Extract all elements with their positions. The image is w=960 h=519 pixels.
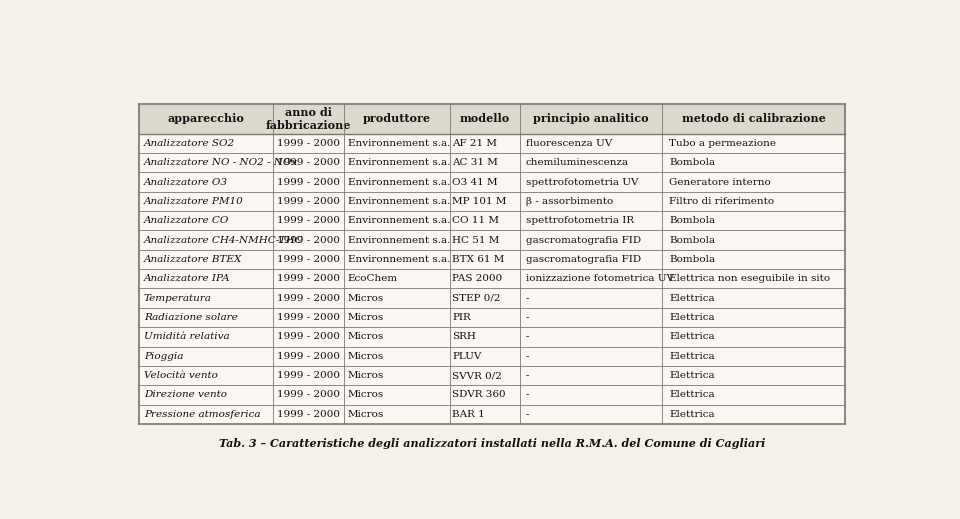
Text: PAS 2000: PAS 2000 [452, 275, 503, 283]
Text: Elettrica: Elettrica [669, 313, 714, 322]
Text: BTX 61 M: BTX 61 M [452, 255, 505, 264]
Text: gascromatografia FID: gascromatografia FID [526, 255, 641, 264]
Text: 1999 - 2000: 1999 - 2000 [276, 294, 340, 303]
Text: Micros: Micros [348, 371, 384, 380]
Text: 1999 - 2000: 1999 - 2000 [276, 275, 340, 283]
Text: spettrofotometria UV: spettrofotometria UV [526, 177, 638, 186]
Text: Micros: Micros [348, 332, 384, 342]
Text: -: - [526, 294, 529, 303]
Text: 1999 - 2000: 1999 - 2000 [276, 332, 340, 342]
Text: -: - [526, 371, 529, 380]
Text: Bombola: Bombola [669, 255, 715, 264]
Text: BAR 1: BAR 1 [452, 410, 485, 419]
Text: gascromatografia FID: gascromatografia FID [526, 236, 641, 244]
Text: β - assorbimento: β - assorbimento [526, 197, 613, 206]
Text: spettrofotometria IR: spettrofotometria IR [526, 216, 634, 225]
Text: 1999 - 2000: 1999 - 2000 [276, 139, 340, 148]
Text: -: - [526, 332, 529, 342]
Text: MP 101 M: MP 101 M [452, 197, 507, 206]
Text: Environnement s.a.: Environnement s.a. [348, 255, 450, 264]
Text: metodo di calibrazione: metodo di calibrazione [682, 114, 826, 125]
Text: 1999 - 2000: 1999 - 2000 [276, 158, 340, 167]
Text: AF 21 M: AF 21 M [452, 139, 497, 148]
Text: Environnement s.a.: Environnement s.a. [348, 139, 450, 148]
Text: Bombola: Bombola [669, 216, 715, 225]
Text: Elettrica non eseguibile in sito: Elettrica non eseguibile in sito [669, 275, 830, 283]
Text: Micros: Micros [348, 410, 384, 419]
Text: SRH: SRH [452, 332, 476, 342]
Text: Filtro di riferimento: Filtro di riferimento [669, 197, 774, 206]
Text: anno di
fabbricazione: anno di fabbricazione [266, 106, 351, 131]
Text: Tubo a permeazione: Tubo a permeazione [669, 139, 776, 148]
Text: 1999 - 2000: 1999 - 2000 [276, 177, 340, 186]
Text: Temperatura: Temperatura [144, 294, 212, 303]
Text: Pressione atmosferica: Pressione atmosferica [144, 410, 260, 419]
Text: SVVR 0/2: SVVR 0/2 [452, 371, 502, 380]
Text: Micros: Micros [348, 294, 384, 303]
Text: Environnement s.a.: Environnement s.a. [348, 216, 450, 225]
Text: Micros: Micros [348, 313, 384, 322]
Text: CO 11 M: CO 11 M [452, 216, 499, 225]
Text: chemiluminescenza: chemiluminescenza [526, 158, 629, 167]
Text: Elettrica: Elettrica [669, 371, 714, 380]
Text: Environnement s.a.: Environnement s.a. [348, 158, 450, 167]
Text: 1999 - 2000: 1999 - 2000 [276, 216, 340, 225]
Text: 1999 - 2000: 1999 - 2000 [276, 371, 340, 380]
Text: Elettrica: Elettrica [669, 410, 714, 419]
Text: Elettrica: Elettrica [669, 352, 714, 361]
Text: -: - [526, 410, 529, 419]
Text: produttore: produttore [363, 114, 431, 125]
Text: 1999 - 2000: 1999 - 2000 [276, 313, 340, 322]
Text: Generatore interno: Generatore interno [669, 177, 771, 186]
Text: PIR: PIR [452, 313, 471, 322]
Text: STEP 0/2: STEP 0/2 [452, 294, 501, 303]
Text: Pioggia: Pioggia [144, 352, 183, 361]
Text: Bombola: Bombola [669, 158, 715, 167]
Text: Elettrica: Elettrica [669, 332, 714, 342]
Text: EcoChem: EcoChem [348, 275, 398, 283]
Text: Micros: Micros [348, 390, 384, 400]
Text: Analizzatore CH4-NMHC-THC: Analizzatore CH4-NMHC-THC [144, 236, 303, 244]
Text: 1999 - 2000: 1999 - 2000 [276, 410, 340, 419]
Text: Environnement s.a.: Environnement s.a. [348, 197, 450, 206]
Text: -: - [526, 390, 529, 400]
Text: modello: modello [460, 114, 510, 125]
Text: HC 51 M: HC 51 M [452, 236, 500, 244]
Text: Velocità vento: Velocità vento [144, 371, 218, 380]
Text: Bombola: Bombola [669, 236, 715, 244]
Bar [138, 104, 846, 134]
Text: Direzione vento: Direzione vento [144, 390, 227, 400]
Text: Environnement s.a.: Environnement s.a. [348, 236, 450, 244]
Text: Analizzatore IPA: Analizzatore IPA [144, 275, 230, 283]
Text: 1999 - 2000: 1999 - 2000 [276, 390, 340, 400]
Text: Elettrica: Elettrica [669, 294, 714, 303]
Text: Tab. 3 – Caratteristiche degli analizzatori installati nella R.M.A. del Comune d: Tab. 3 – Caratteristiche degli analizzat… [219, 439, 765, 449]
Text: Analizzatore NO - NO2 - NOx: Analizzatore NO - NO2 - NOx [144, 158, 299, 167]
Text: -: - [526, 313, 529, 322]
Text: SDVR 360: SDVR 360 [452, 390, 506, 400]
Text: Micros: Micros [348, 352, 384, 361]
Text: Radiazione solare: Radiazione solare [144, 313, 238, 322]
Text: Analizzatore PM10: Analizzatore PM10 [144, 197, 244, 206]
Text: principio analitico: principio analitico [533, 114, 649, 125]
Text: 1999 - 2000: 1999 - 2000 [276, 236, 340, 244]
Text: Environnement s.a.: Environnement s.a. [348, 177, 450, 186]
Text: Analizzatore BTEX: Analizzatore BTEX [144, 255, 242, 264]
Text: Umidità relativa: Umidità relativa [144, 332, 229, 342]
Text: AC 31 M: AC 31 M [452, 158, 498, 167]
Text: ionizzazione fotometrica UV: ionizzazione fotometrica UV [526, 275, 674, 283]
Text: fluorescenza UV: fluorescenza UV [526, 139, 612, 148]
Text: Analizzatore SO2: Analizzatore SO2 [144, 139, 235, 148]
Text: 1999 - 2000: 1999 - 2000 [276, 197, 340, 206]
Text: Analizzatore O3: Analizzatore O3 [144, 177, 228, 186]
Text: -: - [526, 352, 529, 361]
Text: apparecchio: apparecchio [167, 114, 244, 125]
Text: PLUV: PLUV [452, 352, 482, 361]
Text: O3 41 M: O3 41 M [452, 177, 498, 186]
Text: 1999 - 2000: 1999 - 2000 [276, 352, 340, 361]
Text: Elettrica: Elettrica [669, 390, 714, 400]
Text: Analizzatore CO: Analizzatore CO [144, 216, 229, 225]
Text: 1999 - 2000: 1999 - 2000 [276, 255, 340, 264]
